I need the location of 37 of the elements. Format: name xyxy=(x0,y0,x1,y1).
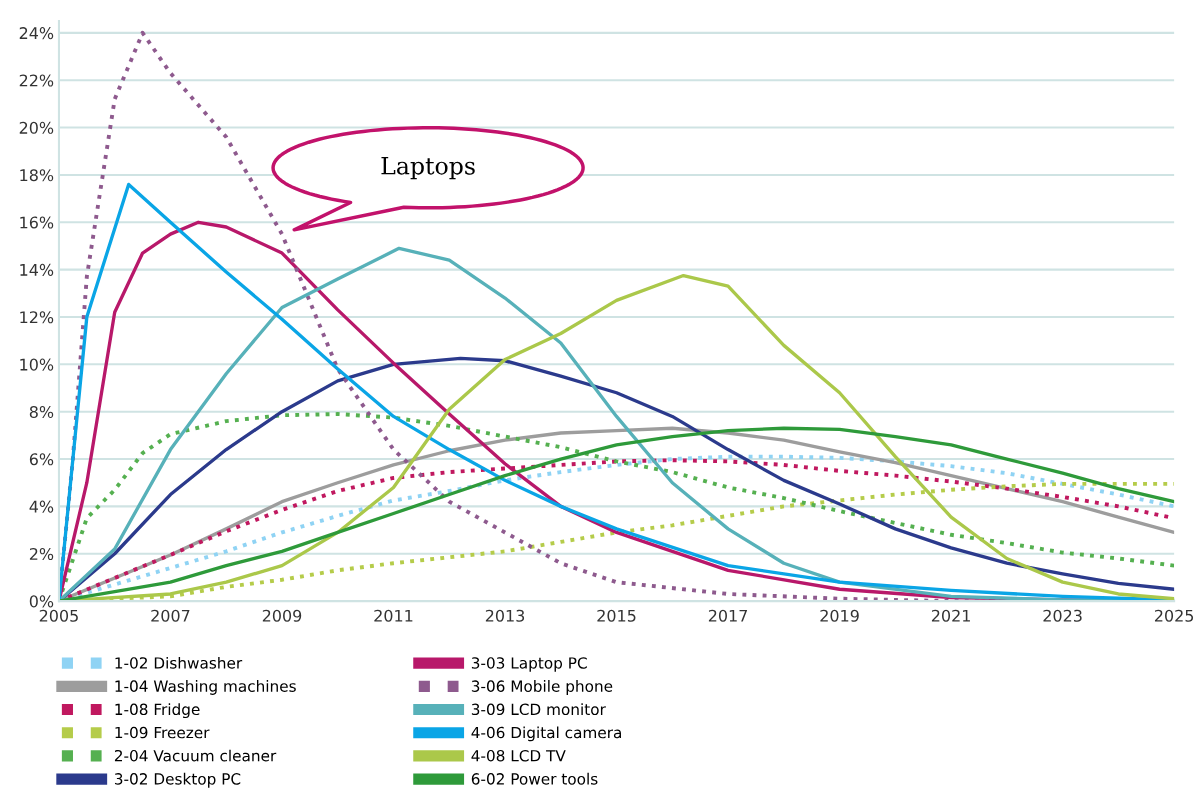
legend-label: 1-09 Freezer xyxy=(115,726,210,739)
x-tick-label: 2011 xyxy=(374,609,413,622)
x-tick-label: 2017 xyxy=(708,609,748,622)
legend-label: 1-08 Fridge xyxy=(115,703,200,719)
legend-label: 1-04 Washing machines xyxy=(115,680,296,695)
x-tick-label: 2005 xyxy=(39,609,78,622)
y-tick-label: 18% xyxy=(20,169,54,182)
legend-label: 6-02 Power tools xyxy=(471,772,598,785)
x-tick-label: 2007 xyxy=(151,609,190,622)
y-tick-label: 0% xyxy=(29,595,54,608)
x-tick-label: 2025 xyxy=(1154,609,1194,622)
legend-label: 3-06 Mobile phone xyxy=(471,680,613,695)
x-tick-label: 2023 xyxy=(1043,609,1082,622)
legend-label: 1-02 Dishwasher xyxy=(115,656,243,669)
y-tick-label: 22% xyxy=(19,74,54,87)
y-tick-label: 12% xyxy=(20,311,54,324)
x-tick-label: 2021 xyxy=(931,609,970,622)
x-tick-label: 2015 xyxy=(597,609,636,622)
y-tick-label: 6% xyxy=(29,453,54,466)
legend-label: 4-06 Digital camera xyxy=(471,726,621,742)
legend-label: 3-03 Laptop PC xyxy=(471,657,587,672)
y-tick-label: 16% xyxy=(20,216,54,229)
y-tick-label: 2% xyxy=(29,547,54,561)
legend-label: 4-08 LCD TV xyxy=(471,749,566,762)
y-tick-label: 14% xyxy=(20,263,54,276)
annotation: Laptops xyxy=(381,157,475,180)
x-tick-label: 2019 xyxy=(820,609,859,622)
x-tick-label: 2013 xyxy=(485,609,525,622)
legend-label: 3-02 Desktop PC xyxy=(114,772,241,788)
y-tick-label: 4% xyxy=(29,500,54,513)
y-tick-label: 20% xyxy=(19,121,54,134)
y-tick-label: 8% xyxy=(29,405,54,418)
y-tick-label: 10% xyxy=(20,358,54,371)
legend-label: 2-04 Vacuum cleaner xyxy=(114,749,277,762)
legend-label: 3-09 LCD monitor xyxy=(471,703,606,716)
x-tick-label: 2009 xyxy=(262,609,302,622)
y-tick-label: 24% xyxy=(19,27,54,40)
